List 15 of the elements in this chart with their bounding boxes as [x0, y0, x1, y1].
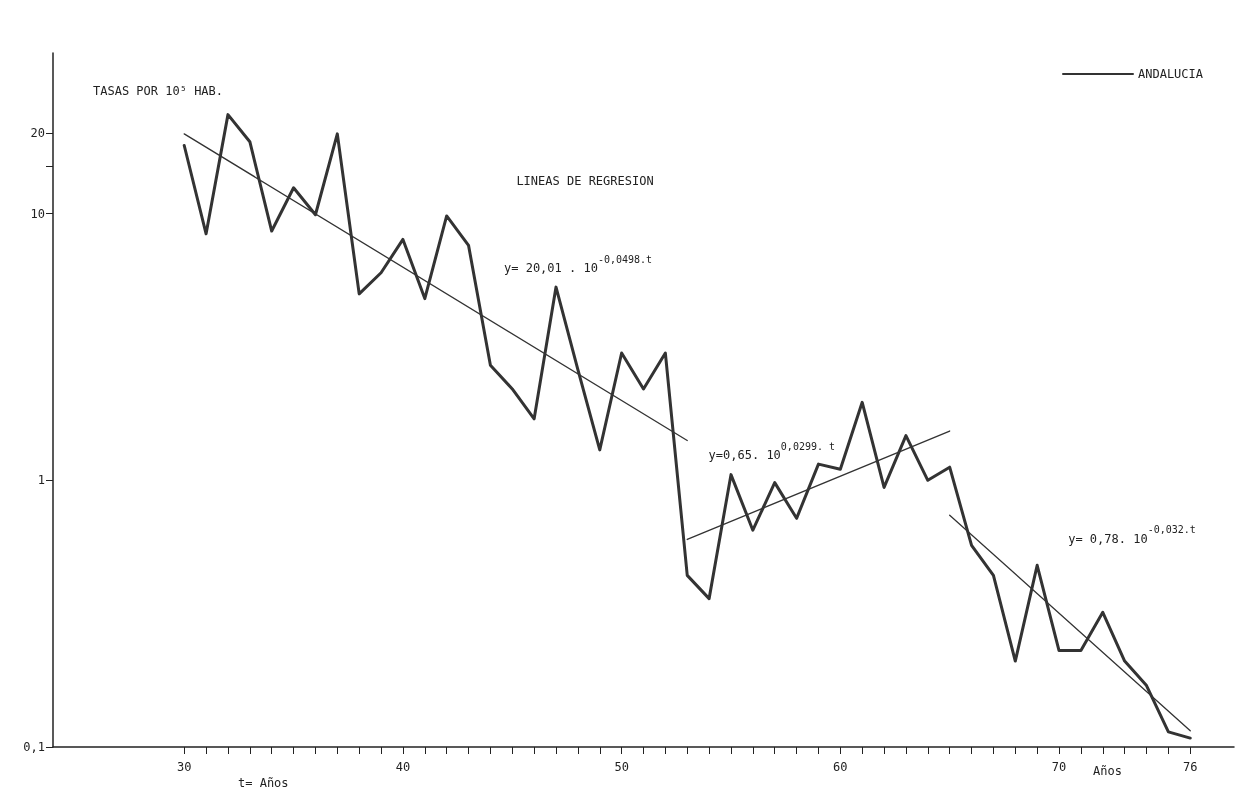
x-tick-label: 50	[614, 760, 629, 774]
text: ANDALUCIA	[1137, 67, 1204, 81]
x-axis-title: t= Años	[238, 776, 289, 790]
x-tick-label: 60	[833, 760, 848, 774]
x-tick-label: 70	[1051, 760, 1067, 774]
y-axis-title: TASAS POR 10⁵ HAB.	[93, 84, 224, 98]
y-tick-label: 10	[30, 206, 45, 221]
y-tick-label: 0,1	[23, 740, 45, 754]
x-tick-label: 30	[177, 760, 192, 774]
annotation: LINEAS DE REGRESION	[516, 173, 654, 188]
y-tick-label: 1	[37, 473, 45, 488]
text: Años	[1093, 763, 1122, 778]
y-tick-label: 20	[30, 126, 45, 141]
x-tick-label: 40	[395, 760, 411, 774]
x-tick-label: 76	[1183, 760, 1198, 774]
